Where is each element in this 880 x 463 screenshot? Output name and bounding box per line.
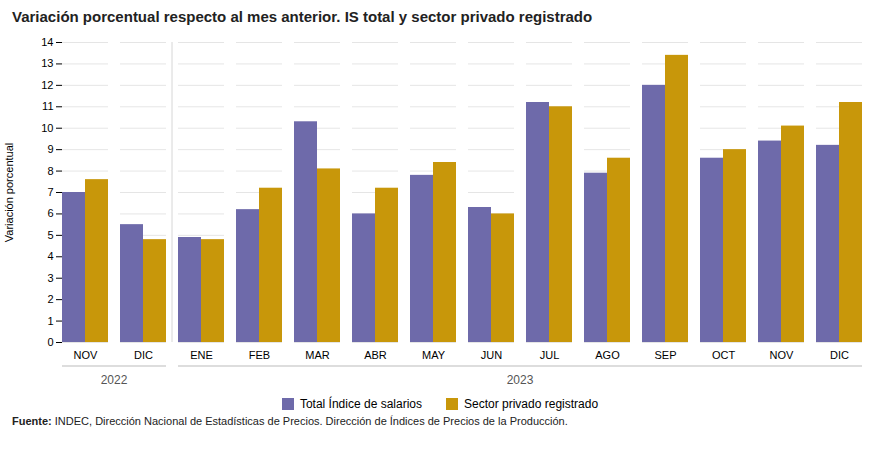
svg-text:ENE: ENE bbox=[190, 349, 213, 361]
svg-text:JUL: JUL bbox=[540, 349, 560, 361]
svg-text:NOV: NOV bbox=[770, 349, 795, 361]
svg-text:5: 5 bbox=[47, 229, 53, 241]
svg-text:JUN: JUN bbox=[481, 349, 502, 361]
svg-text:4: 4 bbox=[47, 250, 53, 262]
svg-text:9: 9 bbox=[47, 143, 53, 155]
svg-text:ABR: ABR bbox=[364, 349, 387, 361]
svg-text:Variación porcentual: Variación porcentual bbox=[3, 143, 15, 242]
svg-text:11: 11 bbox=[42, 100, 53, 112]
svg-text:14: 14 bbox=[41, 36, 53, 48]
svg-text:OCT: OCT bbox=[712, 349, 736, 361]
svg-text:7: 7 bbox=[47, 186, 53, 198]
svg-text:DIC: DIC bbox=[134, 349, 153, 361]
svg-text:2022: 2022 bbox=[101, 373, 128, 387]
svg-text:AGO: AGO bbox=[595, 349, 620, 361]
svg-text:FEB: FEB bbox=[249, 349, 270, 361]
svg-text:MAY: MAY bbox=[422, 349, 446, 361]
svg-text:2: 2 bbox=[47, 293, 53, 305]
svg-text:DIC: DIC bbox=[830, 349, 849, 361]
svg-text:2023: 2023 bbox=[507, 373, 534, 387]
svg-text:MAR: MAR bbox=[305, 349, 330, 361]
svg-text:12: 12 bbox=[41, 79, 53, 91]
html-text:Total Índice de salarios: Total Índice de salarios bbox=[299, 397, 422, 411]
html-text:Sector privado registrado: Sector privado registrado bbox=[464, 397, 599, 411]
svg-text:13: 13 bbox=[41, 57, 53, 69]
html-text:Fuente: INDEC, Dirección Nacio: Fuente: INDEC, Dirección Nacional de Est… bbox=[12, 415, 568, 427]
html-text:Variación porcentual respecto: Variación porcentual respecto al mes ant… bbox=[12, 8, 593, 25]
svg-text:8: 8 bbox=[47, 165, 53, 177]
svg-text:NOV: NOV bbox=[74, 349, 99, 361]
svg-text:1: 1 bbox=[47, 315, 53, 327]
svg-text:6: 6 bbox=[47, 207, 53, 219]
svg-text:3: 3 bbox=[47, 272, 53, 284]
svg-text:SEP: SEP bbox=[654, 349, 676, 361]
svg-text:10: 10 bbox=[41, 122, 53, 134]
svg-text:0: 0 bbox=[47, 336, 53, 348]
